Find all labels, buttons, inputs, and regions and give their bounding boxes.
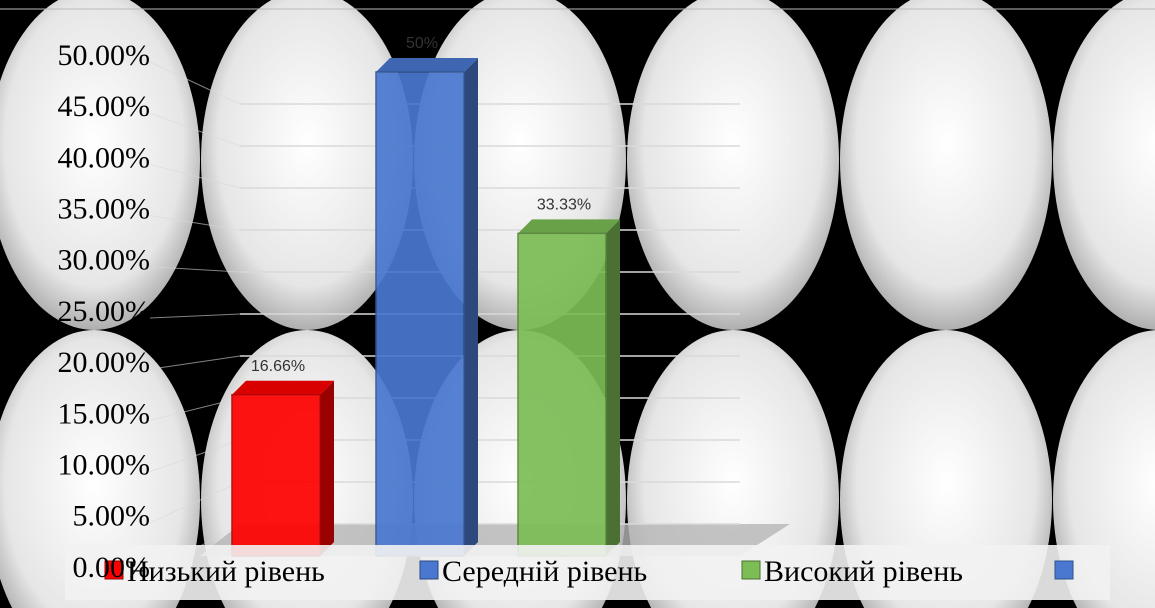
y-tick-label: 50.00% (58, 39, 151, 72)
bar-side (320, 380, 334, 556)
y-tick-label: 15.00% (58, 397, 151, 430)
bar (231, 393, 321, 557)
bar-top (232, 380, 334, 395)
legend-box (65, 545, 1110, 600)
legend-swatch (419, 560, 439, 580)
bar-top (376, 58, 478, 72)
value-label: 33.33% (537, 197, 591, 214)
value-label: 50% (406, 35, 438, 52)
legend-swatch (741, 560, 761, 580)
grid-line (149, 313, 241, 319)
y-tick-label: 10.00% (58, 448, 151, 481)
grid-line (149, 163, 241, 189)
y-tick-label: 20.00% (58, 346, 151, 379)
legend-label: Високий рівень (764, 555, 963, 588)
grid-line (149, 61, 241, 105)
grid-line (149, 215, 241, 231)
legend-label: Середній рівень (442, 555, 647, 588)
grid-line (149, 481, 241, 524)
legend-swatch-extra (1054, 560, 1074, 580)
grid-line (149, 112, 241, 147)
bar-side (606, 219, 620, 556)
grid-line (149, 355, 241, 370)
y-tick-label: 40.00% (58, 141, 151, 174)
bar-side (464, 58, 478, 556)
grid-line (149, 397, 241, 421)
bar (517, 232, 607, 557)
y-tick-label: 25.00% (58, 295, 151, 328)
value-label: 16.66% (251, 358, 305, 375)
y-tick-label: 30.00% (58, 244, 151, 277)
y-tick-label: 45.00% (58, 90, 151, 123)
y-tick-label: 0.00% (73, 551, 151, 584)
bar (375, 71, 465, 557)
grid-line (149, 266, 241, 273)
y-tick-label: 35.00% (58, 192, 151, 225)
legend-label: Низький рівень (127, 555, 325, 588)
legend-swatch (104, 560, 124, 580)
grid-line (149, 439, 241, 473)
bar-top (518, 219, 620, 234)
y-tick-label: 5.00% (73, 500, 151, 533)
